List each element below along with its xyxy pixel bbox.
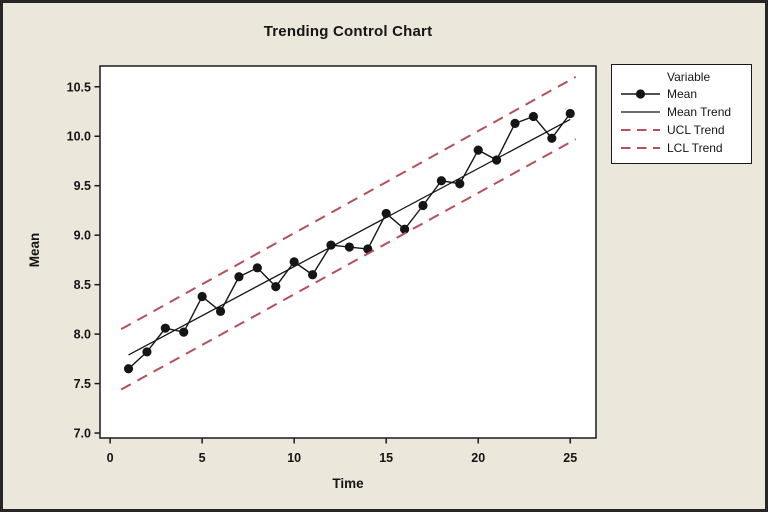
legend-entries: Mean Mean Trend UCL Trend LCL Trend: [612, 85, 751, 157]
y-tick-label: 9.0: [74, 229, 91, 243]
legend-entry-ucl-trend: UCL Trend: [612, 121, 751, 139]
data-point-marker: [381, 208, 391, 219]
data-point-marker: [142, 347, 152, 357]
data-point-marker: [547, 133, 557, 143]
plot-svg: 7.0 7.5 8.0 8.5 9.0 9.5 10.0 10.5 0 5 10 15 20 25: [67, 65, 597, 465]
y-tick-label: 7.5: [74, 377, 91, 391]
mean-swatch-icon: [621, 89, 660, 99]
data-point-marker: [271, 282, 281, 292]
y-tick-label: 8.5: [74, 278, 91, 292]
data-point-marker: [307, 270, 318, 280]
data-point-marker: [252, 263, 262, 273]
data-point-marker: [289, 257, 299, 267]
ucl-trend-swatch-icon: [621, 129, 660, 131]
legend-label-ucl-trend: UCL Trend: [667, 123, 725, 137]
x-tick-label: 15: [379, 451, 393, 465]
legend-label-mean: Mean: [667, 87, 698, 101]
x-tick-label: 20: [471, 451, 485, 465]
mean-trend-swatch-icon: [621, 111, 660, 113]
chart-title: Trending Control Chart: [263, 23, 433, 40]
y-tick-label: 7.0: [74, 427, 91, 441]
x-tick-label: 0: [107, 451, 114, 465]
y-tick-label: 10.5: [67, 80, 91, 94]
data-point-marker: [565, 108, 575, 119]
data-point-marker: [473, 145, 483, 155]
data-point-marker: [234, 272, 244, 282]
x-tick-label: 10: [287, 451, 301, 465]
y-axis-ticks: 7.0 7.5 8.0 8.5 9.0 9.5 10.0 10.5: [67, 80, 100, 441]
data-point-marker: [455, 179, 465, 189]
x-tick-label: 25: [563, 451, 577, 465]
x-tick-label: 5: [199, 451, 206, 465]
y-tick-label: 8.0: [74, 328, 91, 342]
x-axis-ticks: 0 5 10 15 20 25: [107, 438, 577, 465]
y-tick-label: 10.0: [67, 130, 91, 144]
data-point-marker: [326, 240, 336, 250]
data-point-marker: [510, 118, 520, 128]
mean-markers: [123, 108, 575, 374]
data-point-marker: [436, 176, 447, 186]
plot-area: [99, 65, 597, 439]
legend-entry-mean: Mean: [612, 85, 751, 103]
mean-trend-line: [128, 118, 571, 356]
data-point-marker: [528, 111, 539, 122]
data-point-marker: [215, 306, 226, 316]
data-point-marker: [160, 323, 170, 333]
lcl-trend-swatch-icon: [621, 147, 660, 149]
data-point-marker: [399, 224, 410, 234]
legend-entry-mean-trend: Mean Trend: [612, 103, 751, 121]
legend-label-lcl-trend: LCL Trend: [667, 141, 723, 155]
data-point-marker: [123, 364, 134, 374]
ucl-trend-line: [120, 76, 577, 331]
lcl-trend-line: [120, 138, 577, 391]
legend-label-mean-trend: Mean Trend: [667, 105, 732, 119]
y-tick-label: 9.5: [74, 179, 91, 193]
legend-entry-lcl-trend: LCL Trend: [612, 139, 751, 157]
data-point-marker: [418, 200, 428, 211]
data-point-marker: [344, 242, 354, 252]
legend-title: Variable: [667, 70, 711, 84]
y-axis-label: Mean: [27, 232, 42, 268]
legend: Variable Mean Mean Trend UCL Trend LCL Tren…: [611, 64, 752, 164]
x-axis-label: Time: [332, 476, 364, 491]
data-point-marker: [197, 291, 207, 302]
data-point-marker: [179, 327, 189, 337]
